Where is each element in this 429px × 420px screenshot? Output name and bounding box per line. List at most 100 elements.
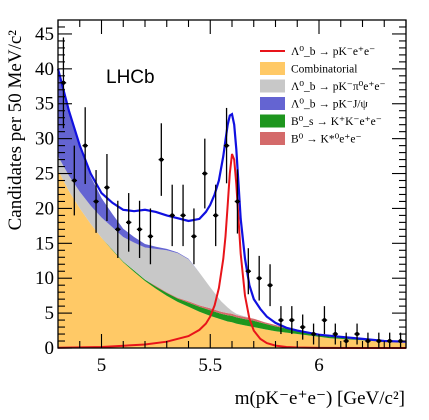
- legend-fill-swatch: [260, 114, 285, 128]
- data-marker: [365, 339, 370, 344]
- data-marker: [94, 199, 99, 204]
- data-point: [289, 306, 295, 335]
- data-point: [321, 306, 328, 335]
- data-point: [299, 314, 306, 340]
- data-point: [386, 332, 393, 348]
- legend-entry: Λ⁰_b → pK⁻J/ψ: [260, 97, 368, 111]
- data-marker: [72, 178, 77, 183]
- data-point: [115, 200, 121, 258]
- data-point: [365, 332, 371, 348]
- data-marker: [115, 227, 120, 232]
- signal-curve: [57, 153, 406, 349]
- combinatorial-area: [58, 170, 406, 348]
- data-point: [310, 323, 317, 345]
- data-marker: [224, 143, 229, 148]
- y-tick-label: 10: [35, 268, 54, 289]
- data-point: [82, 107, 88, 184]
- data-marker: [268, 283, 273, 288]
- legend-label: Λ⁰_b → pK⁻J/ψ: [291, 99, 368, 111]
- data-point: [158, 123, 165, 196]
- data-point: [376, 332, 382, 348]
- y-axis-title: Candidates per 50 MeV/c²: [5, 30, 26, 231]
- data-marker: [191, 234, 196, 239]
- data-marker: [181, 213, 186, 218]
- data-marker: [289, 318, 294, 323]
- x-tick-label: 5.5: [198, 355, 222, 376]
- data-point: [147, 208, 154, 265]
- data-marker: [387, 339, 392, 344]
- data-marker: [246, 269, 251, 274]
- legend-fill-swatch: [260, 132, 285, 145]
- data-marker: [300, 325, 305, 330]
- legend: Λ⁰_b → pK⁻e⁺e⁻ Combinatorial Λ⁰_b → pK⁻π⁰e…: [260, 46, 386, 146]
- data-marker: [83, 143, 88, 148]
- data-point: [256, 255, 262, 301]
- data-point: [71, 145, 78, 216]
- y-tick-label: 0: [45, 338, 55, 359]
- legend-entry: Λ⁰_b → pK⁻e⁺e⁻: [260, 46, 375, 58]
- data-marker: [344, 339, 349, 344]
- data-marker: [311, 332, 316, 337]
- data-point: [354, 323, 360, 345]
- data-marker: [376, 339, 381, 344]
- data-marker: [278, 318, 283, 323]
- data-point: [191, 208, 197, 265]
- data-marker: [104, 185, 109, 190]
- legend-label: Λ⁰_b → pK⁻e⁺e⁻: [291, 46, 375, 58]
- pkpi0ee-area: [58, 156, 406, 343]
- data-point: [343, 332, 349, 348]
- legend-entry: B⁰_s → K⁺K⁻e⁺e⁻: [260, 114, 382, 128]
- data-points: [60, 37, 404, 348]
- data-point: [332, 323, 339, 345]
- legend-fill-swatch: [260, 79, 285, 93]
- legend-label: B⁰_s → K⁺K⁻e⁺e⁻: [291, 116, 382, 128]
- data-marker: [159, 157, 164, 162]
- data-marker: [170, 213, 175, 218]
- data-point: [104, 153, 110, 221]
- data-point: [245, 248, 252, 295]
- y-tick-label: 5: [45, 303, 55, 324]
- data-marker: [213, 213, 218, 218]
- y-tick-label: 15: [35, 233, 54, 254]
- data-point: [267, 264, 273, 307]
- data-point: [125, 193, 132, 252]
- legend-label: B⁰ → K*⁰e⁺e⁻: [291, 134, 362, 146]
- data-point: [93, 170, 99, 233]
- y-tick-label: 20: [35, 198, 54, 219]
- data-marker: [355, 332, 360, 337]
- x-axis-title: m(pK⁻e⁺e⁻) [GeV/c²]: [235, 388, 405, 409]
- legend-entry: Λ⁰_b → pK⁻π⁰e⁺e⁻: [260, 79, 386, 93]
- data-point: [169, 184, 175, 247]
- data-marker: [148, 234, 153, 239]
- data-point: [278, 306, 284, 335]
- data-marker: [257, 276, 262, 281]
- x-tick-label: 5: [97, 355, 107, 376]
- data-marker: [322, 318, 327, 323]
- data-point: [212, 184, 219, 247]
- experiment-label: LHCb: [106, 67, 155, 88]
- legend-entry: Combinatorial: [260, 62, 357, 76]
- legend-label: Combinatorial: [291, 64, 357, 76]
- data-marker: [126, 220, 131, 225]
- stacked-components: [58, 72, 406, 348]
- data-point: [223, 107, 230, 184]
- data-point: [234, 169, 241, 234]
- legend-fill-swatch: [260, 97, 285, 110]
- y-tick-label: 35: [35, 94, 54, 115]
- data-point: [136, 200, 143, 258]
- legend-fill-swatch: [260, 62, 285, 75]
- data-marker: [235, 199, 240, 204]
- data-point: [202, 138, 208, 209]
- axis-ticks: 5 5.5 6 0 5 10 15 20 25 30 35 40 45: [35, 20, 407, 376]
- y-tick-label: 40: [35, 59, 54, 80]
- y-tick-label: 25: [35, 164, 54, 185]
- data-marker: [202, 171, 207, 176]
- y-tick-label: 30: [35, 129, 54, 150]
- data-marker: [333, 332, 338, 337]
- x-tick-label: 6: [314, 355, 324, 376]
- data-marker: [137, 227, 142, 232]
- data-point: [180, 184, 186, 247]
- legend-entry: B⁰ → K*⁰e⁺e⁻: [260, 132, 362, 146]
